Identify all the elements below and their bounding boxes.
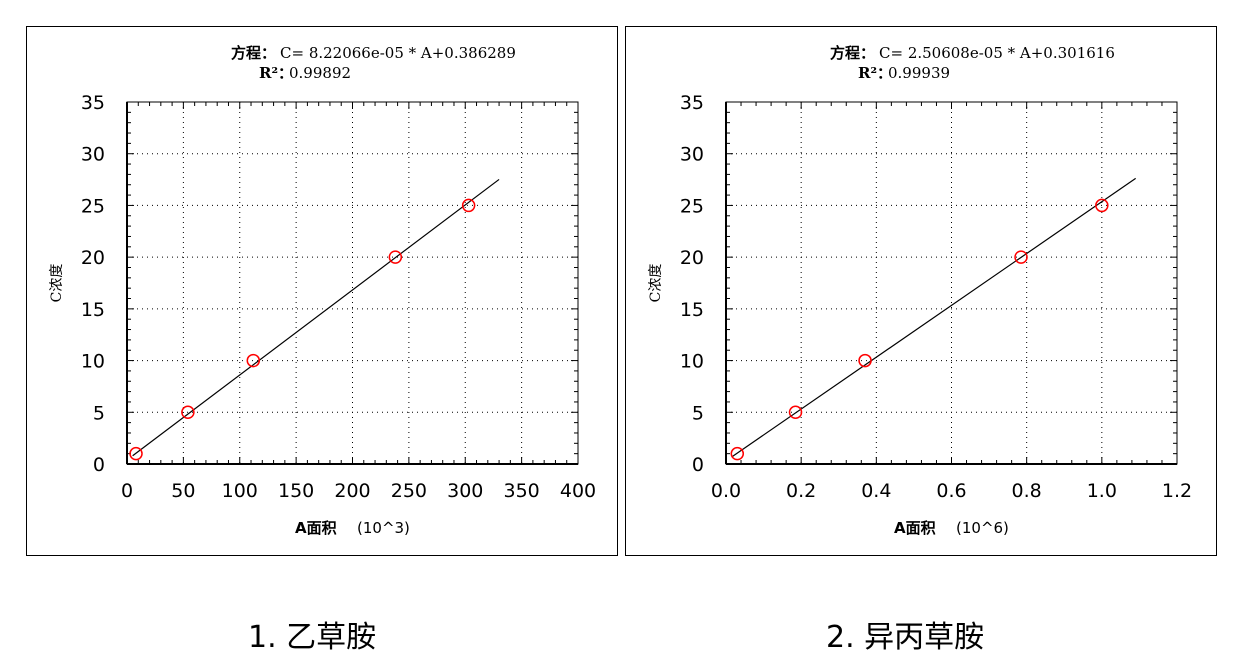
chart-2: 方程： C= 2.50608e-05 * A+0.301616 R²：0.99939… bbox=[648, 44, 1192, 537]
r2-value: 0.99939 bbox=[888, 64, 950, 82]
x-tick-label: 0.6 bbox=[936, 480, 966, 502]
x-axis-label: A面积 bbox=[295, 519, 337, 537]
x-tick-label: 250 bbox=[391, 480, 427, 502]
x-tick-label: 200 bbox=[334, 480, 370, 502]
y-tick-label: 5 bbox=[692, 402, 704, 424]
y-tick-label: 20 bbox=[81, 247, 105, 269]
data-point bbox=[1014, 250, 1028, 264]
x-axis-unit: (10^3) bbox=[357, 519, 410, 537]
y-tick-label: 25 bbox=[81, 195, 105, 217]
y-tick-label: 0 bbox=[93, 454, 105, 476]
r2-label: R²： bbox=[259, 64, 293, 82]
y-axis-label: C浓度 bbox=[648, 264, 664, 303]
fit-line bbox=[132, 178, 500, 457]
x-tick-label: 0.4 bbox=[861, 480, 891, 502]
x-tick-label: 150 bbox=[278, 480, 314, 502]
r2-label: R²： bbox=[858, 64, 892, 82]
data-point bbox=[246, 353, 261, 368]
data-point bbox=[129, 446, 143, 461]
x-tick-label: 0.0 bbox=[711, 480, 741, 502]
x-tick-label: 50 bbox=[171, 480, 195, 502]
y-tick-label: 5 bbox=[93, 402, 105, 424]
data-point bbox=[388, 250, 403, 264]
x-tick-label: 0 bbox=[121, 480, 133, 502]
y-tick-label: 25 bbox=[680, 195, 704, 217]
y-tick-label: 0 bbox=[692, 454, 704, 476]
x-tick-label: 100 bbox=[222, 480, 258, 502]
y-tick-label: 10 bbox=[680, 351, 704, 373]
equation-text: C= 8.22066e-05 * A+0.386289 bbox=[280, 44, 516, 62]
y-tick-label: 35 bbox=[680, 92, 704, 114]
r2-value: 0.99892 bbox=[289, 64, 351, 82]
y-tick-label: 10 bbox=[81, 351, 105, 373]
caption-acetochlor: 1. 乙草胺 bbox=[248, 620, 377, 655]
y-tick-label: 35 bbox=[81, 92, 105, 114]
x-tick-label: 1.0 bbox=[1087, 480, 1117, 502]
x-tick-label: 0.2 bbox=[786, 480, 816, 502]
y-tick-label: 30 bbox=[81, 144, 105, 166]
y-tick-label: 30 bbox=[680, 144, 704, 166]
y-tick-label: 15 bbox=[81, 299, 105, 321]
x-tick-label: 400 bbox=[560, 480, 596, 502]
data-point bbox=[788, 405, 803, 420]
data-point bbox=[1095, 198, 1109, 213]
chart-1: 方程： C= 8.22066e-05 * A+0.386289 R²：0.99892… bbox=[49, 44, 596, 537]
equation-label: 方程： bbox=[830, 44, 875, 62]
equation-text: C= 2.50608e-05 * A+0.301616 bbox=[879, 44, 1115, 62]
x-tick-label: 350 bbox=[503, 480, 539, 502]
y-tick-label: 20 bbox=[680, 247, 704, 269]
x-tick-label: 300 bbox=[447, 480, 483, 502]
equation-label: 方程： bbox=[231, 44, 276, 62]
data-point bbox=[858, 353, 872, 368]
y-axis-label: C浓度 bbox=[49, 264, 65, 303]
x-tick-label: 0.8 bbox=[1012, 480, 1042, 502]
caption-propisochlor: 2. 异丙草胺 bbox=[826, 620, 985, 655]
fit-line bbox=[731, 177, 1136, 458]
y-tick-label: 15 bbox=[680, 299, 704, 321]
data-point bbox=[461, 198, 476, 213]
chart-panel-2: 方程： C= 2.50608e-05 * A+0.301616 R²： 0.99939… bbox=[625, 26, 1217, 556]
data-point bbox=[181, 405, 195, 420]
x-axis-unit: (10^6) bbox=[956, 519, 1009, 537]
chart-panel-1: 方程： C= 8.22066e-05 * A+0.386289 R²： 0.99892… bbox=[26, 26, 618, 556]
data-point bbox=[730, 446, 745, 461]
x-axis-label: A面积 bbox=[894, 519, 936, 537]
x-tick-label: 1.2 bbox=[1162, 480, 1192, 502]
